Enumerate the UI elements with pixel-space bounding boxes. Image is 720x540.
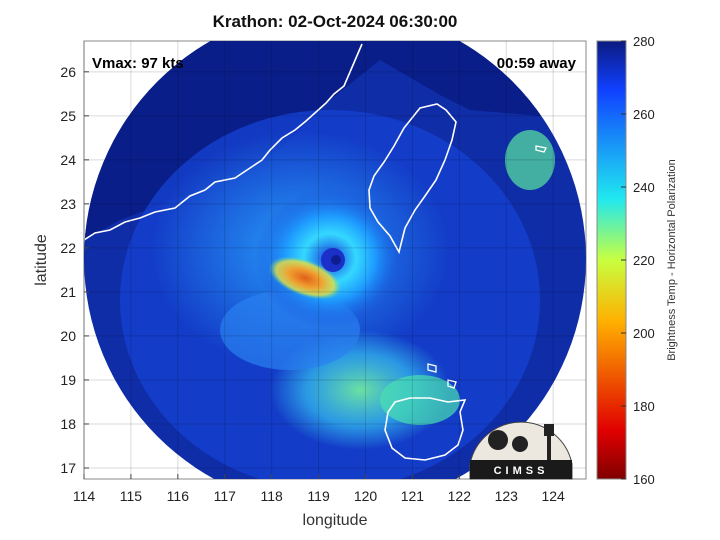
colorbar-tick-label: 220 (633, 253, 655, 268)
x-tick-label: 122 (448, 488, 472, 504)
y-ticks: 17 18 19 20 21 22 23 24 25 26 (60, 64, 89, 476)
x-tick-label: 124 (541, 488, 565, 504)
y-tick-label: 20 (60, 328, 76, 344)
coastline-china (84, 43, 363, 241)
colorbar-tick-label: 200 (633, 326, 655, 341)
logo-text: CIMSS (494, 465, 549, 477)
vmax-label: Vmax: 97 kts (92, 55, 184, 72)
chart-title: Krathon: 02-Oct-2024 06:30:00 (212, 12, 458, 31)
y-tick-label: 21 (60, 284, 76, 300)
colorbar-tick-label: 160 (633, 472, 655, 487)
colorbar-tick-label: 240 (633, 180, 655, 195)
x-tick-label: 116 (167, 488, 190, 504)
x-tick-label: 121 (401, 488, 425, 504)
colorbar-tick-label: 260 (633, 107, 655, 122)
rain-band-patch (380, 375, 460, 425)
y-tick-label: 18 (60, 416, 76, 432)
cimss-logo: CIMSS (469, 421, 573, 480)
coastline-islands (427, 145, 547, 389)
y-tick-label: 26 (60, 64, 76, 80)
land-mainland (84, 41, 586, 240)
colorbar-tick-label: 180 (633, 399, 655, 414)
y-tick-label: 17 (60, 460, 76, 476)
y-tick-label: 25 (60, 108, 76, 124)
away-label: 00:59 away (497, 55, 577, 72)
grid-lines (83, 41, 586, 479)
x-tick-label: 115 (120, 488, 143, 504)
y-tick-label: 23 (60, 196, 76, 212)
y-axis-label: latitude (33, 234, 50, 286)
coastline-taiwan (368, 103, 457, 255)
colorbar-tick-label: 280 (633, 34, 655, 49)
y-tick-label: 19 (60, 372, 76, 388)
coastline-luzon (384, 397, 467, 461)
x-tick-label: 123 (495, 488, 519, 504)
x-tick-label: 119 (307, 488, 330, 504)
y-tick-label: 24 (60, 152, 76, 168)
y-tick-label: 22 (60, 240, 76, 256)
x-tick-label: 114 (73, 488, 96, 504)
x-tick-label: 118 (260, 488, 283, 504)
colorbar-label: Brightness Temp - Horizontal Polarizatio… (666, 159, 678, 361)
rain-band-northeast (505, 130, 555, 190)
storm-eye-center (331, 255, 341, 265)
x-axis-label: longitude (302, 512, 368, 529)
swath-layer (84, 41, 586, 479)
eyewall-warm-core (268, 256, 342, 300)
colorbar-ticks: 280 260 240 220 200 180 160 (621, 34, 655, 487)
x-tick-label: 117 (214, 488, 237, 504)
x-tick-label: 120 (354, 488, 378, 504)
x-ticks: 114 115 116 117 118 119 120 121 122 123 124 (73, 474, 565, 504)
